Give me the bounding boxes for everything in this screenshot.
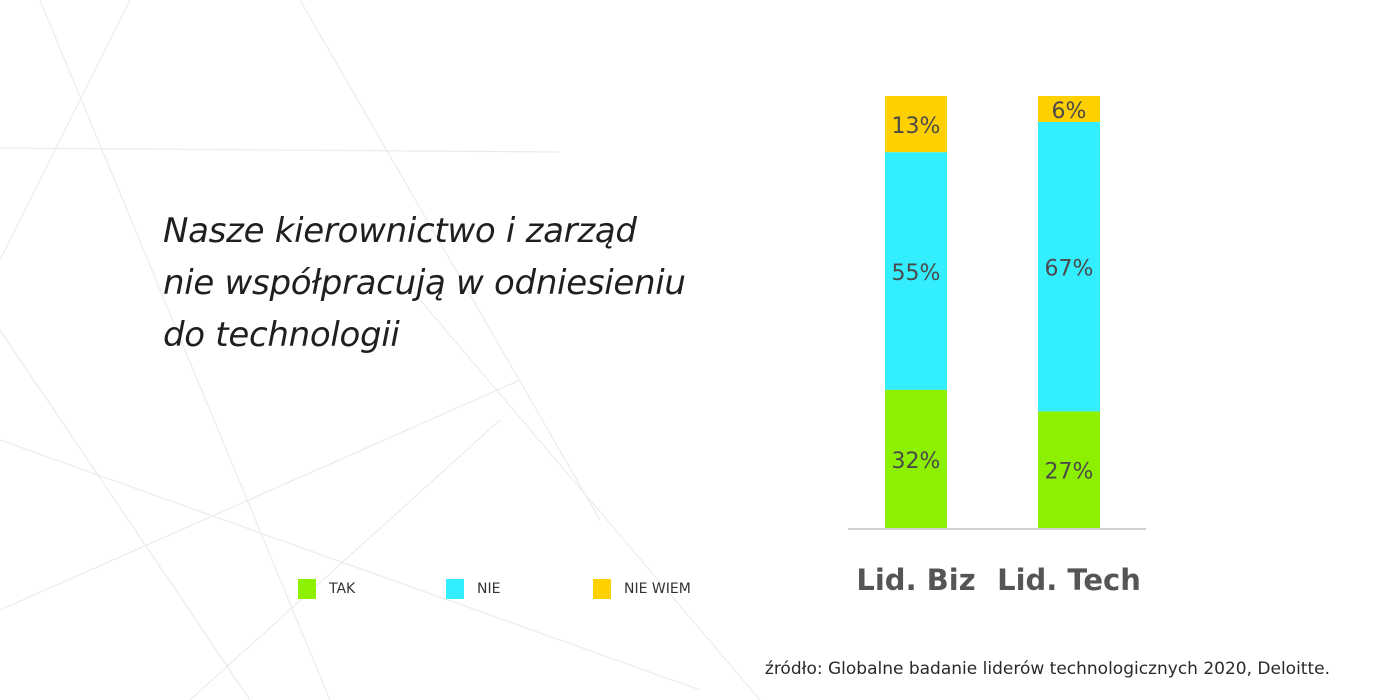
title-line-2: nie współpracują w odniesieniu [163,263,686,303]
bar-segment-nie-1 [885,152,947,390]
source-note: źródło: Globalne badanie liderów technol… [764,659,1330,679]
legend-label-nie-wiem: NIE WIEM [624,581,691,597]
legend-swatch-tak [298,579,316,599]
legend-label-tak: TAK [329,581,356,597]
legend-item-nie-wiem: NIE WIEM [593,577,691,601]
title-line-3: do technologii [163,315,400,355]
data-label-tak-2: 27% [1045,460,1094,485]
chart-title: Nasze kierownictwo i zarząd nie współpra… [163,205,763,361]
x-tick-label-2: Lid. Tech [997,563,1141,597]
data-label-nie-1: 55% [892,261,941,286]
legend-item-tak: TAK [298,577,355,601]
bar-segment-nie-wiem-1 [885,96,947,153]
bar-segment-tak-2 [1038,411,1100,528]
bar-segment-nie-2 [1038,121,1100,412]
x-tick-label-1: Lid. Biz [856,563,975,597]
legend-item-nie: NIE [446,577,500,601]
data-label-tak-1: 32% [892,449,941,474]
legend-swatch-nie-wiem [593,579,611,599]
data-label-nie-2: 67% [1045,257,1094,282]
legend-label-nie: NIE [477,581,501,597]
data-label-nie-wiem-2: 6% [1052,99,1087,124]
legend: TAK NIE NIE WIEM [0,577,800,607]
data-label-nie-wiem-1: 13% [892,114,941,139]
legend-swatch-nie [446,579,464,599]
title-line-1: Nasze kierownictwo i zarząd [163,211,637,251]
bar-segment-tak-1 [885,389,947,528]
bar-segment-nie-wiem-2 [1038,96,1100,122]
